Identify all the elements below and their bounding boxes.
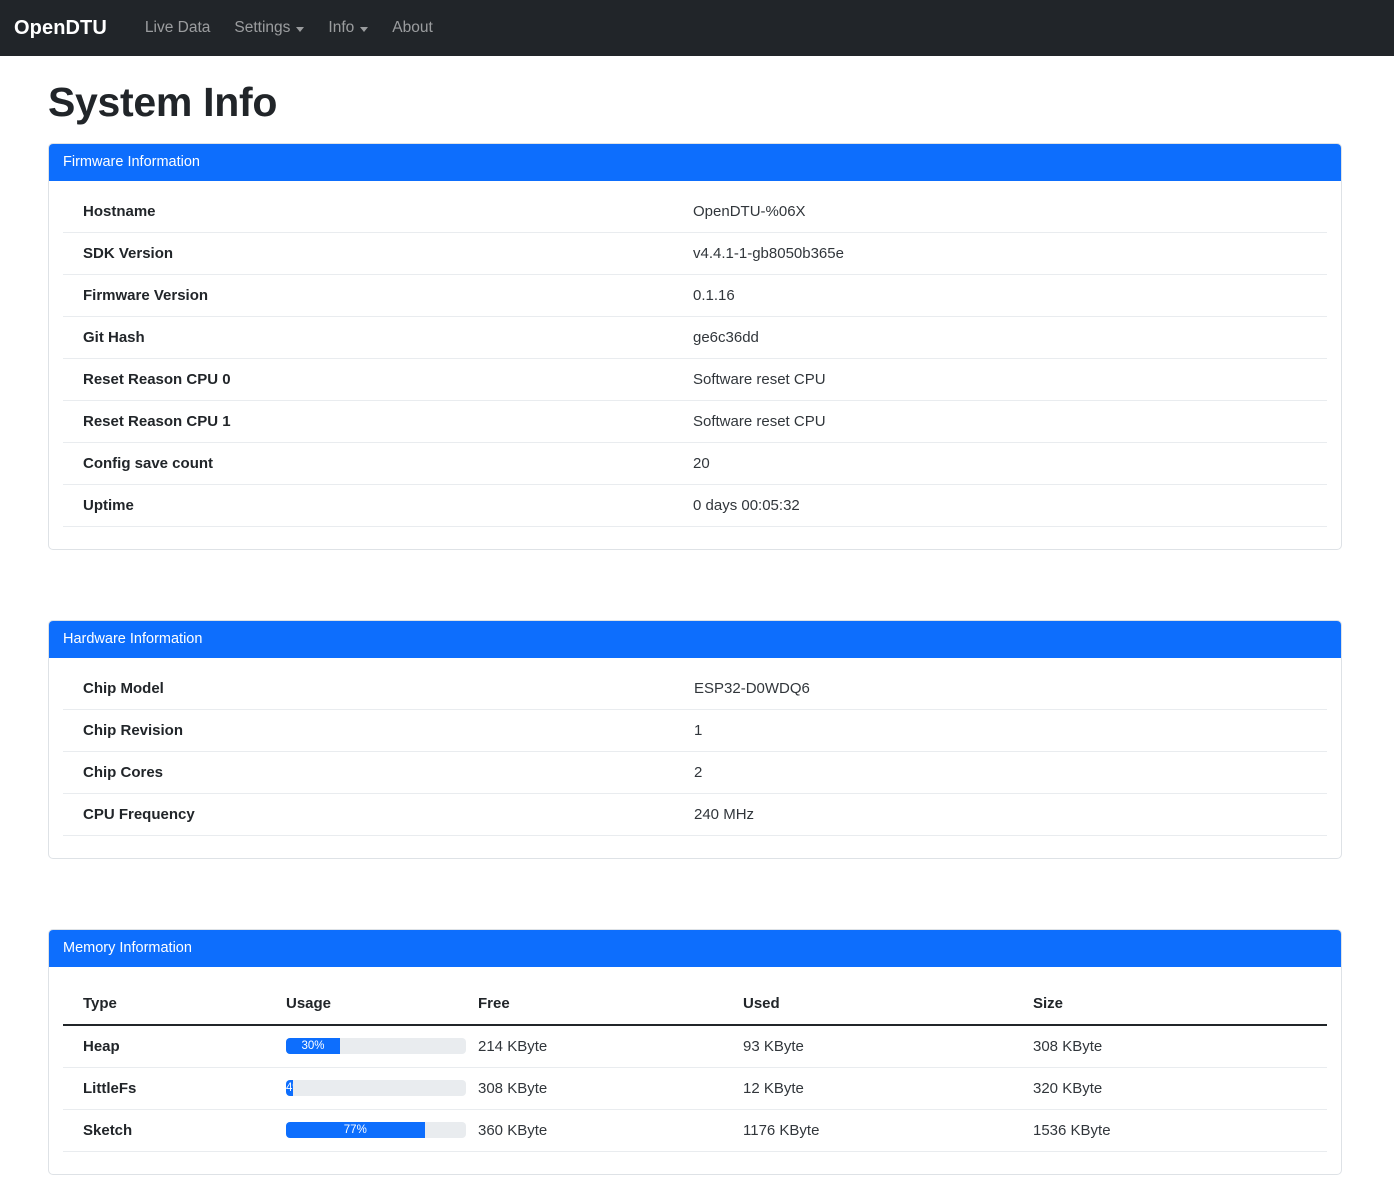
firmware-row-value: 0 days 00:05:32 bbox=[683, 484, 1327, 527]
firmware-row-key: Firmware Version bbox=[63, 274, 683, 317]
hardware-row-key: Chip Model bbox=[63, 667, 683, 710]
chevron-down-icon bbox=[296, 26, 305, 32]
table-row: Chip Revision 1 bbox=[63, 709, 1327, 752]
firmware-information-card: Firmware Information Hostname OpenDTU-%06… bbox=[48, 143, 1342, 550]
column-header-type: Type bbox=[63, 984, 278, 1026]
memory-header-row: Type Usage Free Used Size bbox=[63, 984, 1327, 1026]
memory-table-head: Type Usage Free Used Size bbox=[63, 984, 1327, 1026]
table-row: Heap 30% 214 KByte 93 KByte 308 KByte bbox=[63, 1024, 1327, 1068]
table-row: Uptime 0 days 00:05:32 bbox=[63, 484, 1327, 527]
firmware-table: Hostname OpenDTU-%06X SDK Version v4.4.1-1-… bbox=[63, 190, 1327, 527]
table-row: Chip Model ESP32-D0WDQ6 bbox=[63, 667, 1327, 710]
usage-progress-bar: 4% bbox=[286, 1080, 294, 1097]
table-row: Config save count 20 bbox=[63, 442, 1327, 485]
firmware-row-key: Git Hash bbox=[63, 316, 683, 359]
memory-size-value: 320 KByte bbox=[1025, 1067, 1327, 1110]
usage-progress-track: 4% bbox=[286, 1080, 466, 1097]
memory-type-label: Heap bbox=[63, 1024, 278, 1068]
hardware-table-body: Chip Model ESP32-D0WDQ6 Chip Revision 1 Chip… bbox=[63, 667, 1327, 836]
card-header-firmware: Firmware Information bbox=[49, 144, 1341, 181]
hardware-row-key: Chip Cores bbox=[63, 751, 683, 794]
memory-usage-cell: 4% bbox=[278, 1067, 470, 1110]
hardware-row-value: 2 bbox=[683, 751, 1327, 794]
memory-usage-cell: 77% bbox=[278, 1109, 470, 1152]
page-title: System Info bbox=[48, 79, 278, 125]
firmware-row-key: SDK Version bbox=[63, 232, 683, 275]
hardware-row-value: 240 MHz bbox=[683, 793, 1327, 836]
table-row: Reset Reason CPU 1 Software reset CPU bbox=[63, 400, 1327, 443]
memory-information-card: Memory Information Type Usage Free Used … bbox=[48, 928, 1342, 1175]
nav-link-label: Live Data bbox=[144, 19, 211, 36]
firmware-row-key: Uptime bbox=[63, 484, 683, 527]
firmware-row-key: Config save count bbox=[63, 442, 683, 485]
memory-used-value: 12 KByte bbox=[735, 1067, 1025, 1110]
memory-size-value: 308 KByte bbox=[1025, 1024, 1327, 1068]
nav-link-settings[interactable]: Settings bbox=[222, 11, 316, 45]
memory-free-value: 214 KByte bbox=[470, 1024, 735, 1068]
firmware-row-value: Software reset CPU bbox=[683, 358, 1327, 401]
card-body-memory: Type Usage Free Used Size Heap 30% 214 KBy… bbox=[49, 967, 1341, 1174]
column-header-free: Free bbox=[470, 984, 735, 1026]
memory-type-label: LittleFs bbox=[63, 1067, 278, 1110]
firmware-row-value: 0.1.16 bbox=[683, 274, 1327, 317]
usage-progress-bar: 30% bbox=[286, 1038, 340, 1055]
table-row: Hostname OpenDTU-%06X bbox=[63, 190, 1327, 233]
brand-logo[interactable]: OpenDTU bbox=[14, 16, 107, 39]
page-content: System Info Firmware Information Hostnam… bbox=[0, 79, 1394, 1175]
firmware-row-value: ge6c36dd bbox=[683, 316, 1327, 359]
table-row: CPU Frequency 240 MHz bbox=[63, 793, 1327, 836]
table-row: Git Hash ge6c36dd bbox=[63, 316, 1327, 359]
memory-table: Type Usage Free Used Size Heap 30% 214 KBy… bbox=[63, 984, 1327, 1152]
memory-free-value: 360 KByte bbox=[470, 1109, 735, 1152]
memory-usage-cell: 30% bbox=[278, 1024, 470, 1068]
firmware-row-value: OpenDTU-%06X bbox=[683, 190, 1327, 233]
usage-progress-bar: 77% bbox=[286, 1122, 425, 1139]
hardware-row-key: Chip Revision bbox=[63, 709, 683, 752]
usage-progress-track: 30% bbox=[286, 1038, 466, 1055]
table-row: Firmware Version 0.1.16 bbox=[63, 274, 1327, 317]
card-header-memory: Memory Information bbox=[49, 929, 1341, 967]
memory-size-value: 1536 KByte bbox=[1025, 1109, 1327, 1152]
firmware-row-key: Reset Reason CPU 1 bbox=[63, 400, 683, 443]
card-header-hardware: Hardware Information bbox=[49, 620, 1341, 658]
hardware-row-value: 1 bbox=[683, 709, 1327, 752]
firmware-row-key: Hostname bbox=[63, 190, 683, 233]
table-row: Chip Cores 2 bbox=[63, 751, 1327, 794]
hardware-row-key: CPU Frequency bbox=[63, 793, 683, 836]
column-header-used: Used bbox=[735, 984, 1025, 1026]
nav-link-live-data[interactable]: Live Data bbox=[133, 11, 222, 45]
column-header-size: Size bbox=[1025, 984, 1327, 1026]
memory-type-label: Sketch bbox=[63, 1109, 278, 1152]
memory-used-value: 93 KByte bbox=[735, 1024, 1025, 1068]
firmware-row-value: 20 bbox=[683, 442, 1327, 485]
hardware-table: Chip Model ESP32-D0WDQ6 Chip Revision 1 Chip… bbox=[63, 667, 1327, 836]
table-row: Sketch 77% 360 KByte 1176 KByte 1536 KByte bbox=[63, 1109, 1327, 1152]
chevron-down-icon bbox=[360, 26, 369, 32]
firmware-row-value: Software reset CPU bbox=[683, 400, 1327, 443]
usage-progress-track: 77% bbox=[286, 1122, 466, 1139]
firmware-table-body: Hostname OpenDTU-%06X SDK Version v4.4.1-1-… bbox=[63, 190, 1327, 527]
nav-items: Live Data Settings Info About bbox=[133, 11, 445, 45]
nav-link-label: Info bbox=[328, 19, 355, 36]
firmware-row-value: v4.4.1-1-gb8050b365e bbox=[683, 232, 1327, 275]
card-body-firmware: Hostname OpenDTU-%06X SDK Version v4.4.1-1-… bbox=[49, 181, 1341, 549]
main-navbar: OpenDTU Live Data Settings Info About bbox=[0, 0, 1394, 56]
card-body-hardware: Chip Model ESP32-D0WDQ6 Chip Revision 1 Chip… bbox=[49, 658, 1341, 858]
nav-link-label: Settings bbox=[234, 19, 291, 36]
nav-link-about[interactable]: About bbox=[380, 11, 445, 45]
nav-link-label: About bbox=[392, 19, 433, 36]
nav-link-info[interactable]: Info bbox=[316, 11, 380, 45]
memory-used-value: 1176 KByte bbox=[735, 1109, 1025, 1152]
firmware-row-key: Reset Reason CPU 0 bbox=[63, 358, 683, 401]
column-header-usage: Usage bbox=[278, 984, 470, 1026]
table-row: SDK Version v4.4.1-1-gb8050b365e bbox=[63, 232, 1327, 275]
table-row: Reset Reason CPU 0 Software reset CPU bbox=[63, 358, 1327, 401]
hardware-row-value: ESP32-D0WDQ6 bbox=[683, 667, 1327, 710]
memory-table-body: Heap 30% 214 KByte 93 KByte 308 KByte LittleF… bbox=[63, 1024, 1327, 1152]
hardware-information-card: Hardware Information Chip Model ESP32-D0W… bbox=[48, 619, 1342, 859]
memory-free-value: 308 KByte bbox=[470, 1067, 735, 1110]
